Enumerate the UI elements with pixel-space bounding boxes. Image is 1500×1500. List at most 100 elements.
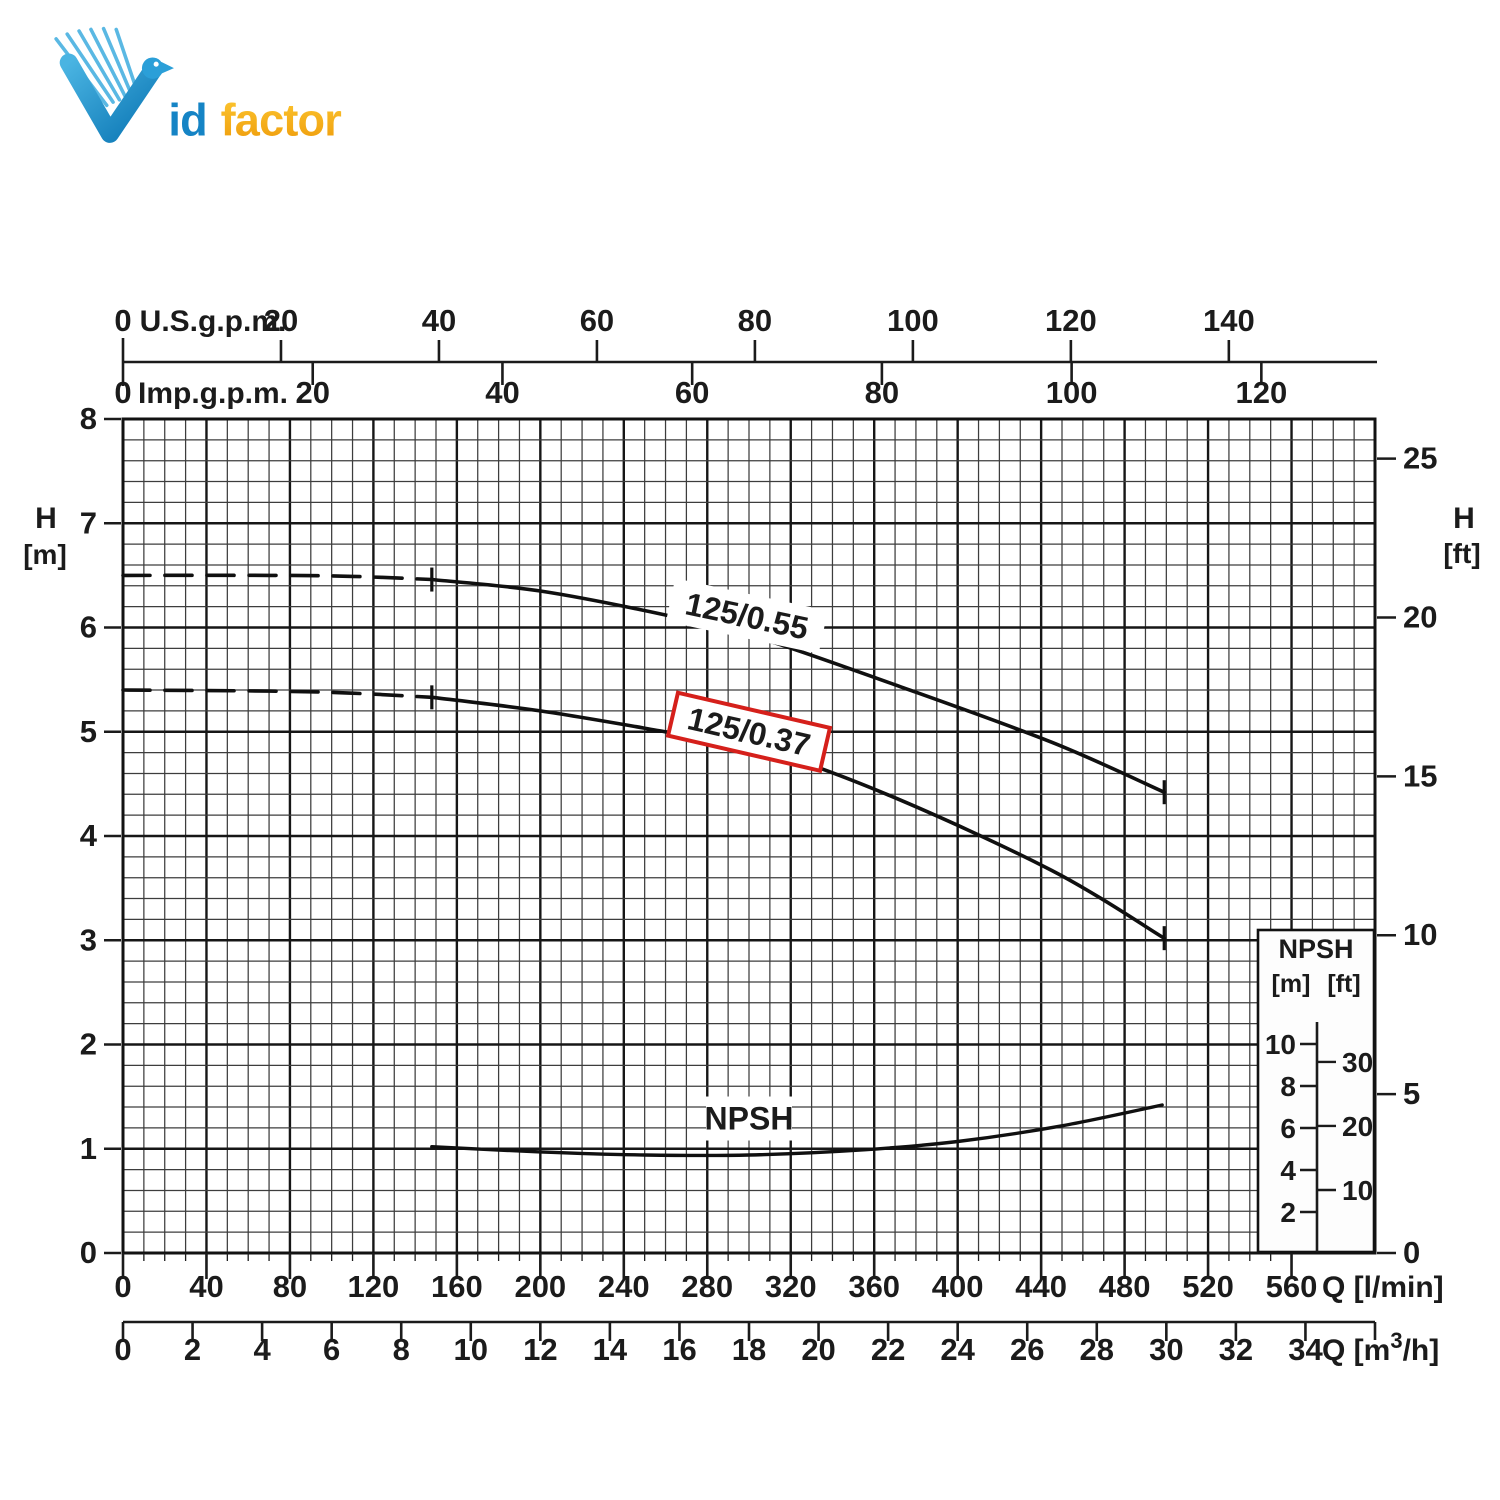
us-gpm-tick-label: 20 — [264, 303, 298, 338]
bottom-axis-lmin: 0 40 80 120 160 200 240 280 320 360 400 440 480 520 56… — [114, 1253, 1444, 1304]
q-lmin-tick-label: 80 — [273, 1269, 307, 1304]
q-lmin-tick-label: 520 — [1182, 1269, 1234, 1304]
npsh-m-tick-label: 8 — [1280, 1071, 1296, 1102]
curve-label-group-125-0-55: 125/0.55 — [666, 578, 828, 654]
us-gpm-tick-label: 60 — [580, 303, 614, 338]
q-lmin-tick-label: 240 — [598, 1269, 650, 1304]
q-m3h-tick-label: 0 — [114, 1332, 131, 1367]
imp-gpm-axis-title: Imp.g.p.m. — [138, 377, 288, 410]
h-m-tick-label: 2 — [80, 1027, 97, 1062]
h-ft-tick-label: 5 — [1403, 1076, 1420, 1111]
right-axis-unit: [ft] — [1443, 538, 1480, 569]
curve-label-group-npsh: NPSH — [705, 1096, 794, 1141]
curve-label: NPSH — [705, 1101, 794, 1137]
us-gpm-tick-label: 80 — [738, 303, 772, 338]
q-m3h-tick-label: 32 — [1219, 1332, 1253, 1367]
imp-gpm-tick-label: 40 — [485, 375, 519, 410]
left-axis-title: H — [35, 502, 57, 535]
feather-line — [77, 29, 122, 102]
q-lmin-tick-label: 440 — [1015, 1269, 1067, 1304]
highlight-box — [665, 690, 833, 774]
logo-bird-eye — [153, 61, 159, 67]
h-ft-tick-label: 25 — [1403, 441, 1437, 476]
feather-line — [65, 32, 115, 104]
imp-gpm-tick-label: 100 — [1046, 375, 1098, 410]
bottom-axis-m3h: 0 2 4 6 8 10 12 14 16 18 20 22 24 26 28 30 32 34 Q [m3/h] — [114, 1320, 1439, 1367]
q-m3h-tick-label: 4 — [253, 1332, 271, 1367]
q-m3h-tick-label: 16 — [662, 1332, 696, 1367]
npsh-ft-tick-label: 20 — [1342, 1111, 1373, 1142]
q-m3h-axis-title: Q [m3/h] — [1322, 1328, 1439, 1367]
q-lmin-tick-label: 320 — [765, 1269, 817, 1304]
q-m3h-tick-label: 2 — [184, 1332, 201, 1367]
npsh-ft-tick-label: 30 — [1342, 1047, 1373, 1078]
us-gpm-tick-label: 140 — [1203, 303, 1255, 338]
npsh-inset-m-unit: [m] — [1272, 970, 1311, 998]
logo-text-id: id — [168, 94, 206, 145]
h-m-tick-label: 8 — [80, 401, 97, 436]
top-axis: 0 20 40 60 80 100 120 140 U.S.g.p.m. 0 20 40 60 80 100… — [114, 303, 1377, 410]
imp-gpm-tick-label: 80 — [865, 375, 899, 410]
h-m-tick-label: 1 — [80, 1131, 97, 1166]
npsh-m-tick-label: 10 — [1265, 1029, 1296, 1060]
right-axis: 0 5 10 15 20 25 H[ft] — [1377, 441, 1481, 1270]
imp-gpm-tick-label: 120 — [1235, 375, 1287, 410]
q-m3h-tick-label: 24 — [940, 1332, 975, 1367]
q-lmin-tick-label: 400 — [932, 1269, 984, 1304]
q-m3h-tick-label: 12 — [523, 1332, 557, 1367]
label-background — [706, 1096, 792, 1141]
h-ft-tick-label: 20 — [1403, 599, 1437, 634]
logo-bird-body — [59, 53, 162, 143]
h-m-tick-label: 7 — [80, 505, 97, 540]
h-m-tick-label: 4 — [80, 818, 98, 853]
q-lmin-axis-title: Q [l/min] — [1322, 1271, 1444, 1304]
h-m-tick-label: 5 — [80, 714, 97, 749]
npsh-ft-tick-label: 10 — [1342, 1175, 1373, 1206]
h-m-tick-label: 6 — [80, 610, 97, 645]
q-lmin-tick-label: 0 — [114, 1269, 131, 1304]
npsh-inset-title: NPSH — [1278, 934, 1353, 964]
logo-bird-beak — [161, 61, 174, 74]
q-lmin-tick-label: 160 — [431, 1269, 483, 1304]
logo-text-factor: factor — [221, 94, 342, 145]
q-m3h-tick-label: 22 — [871, 1332, 905, 1367]
q-m3h-tick-label: 34 — [1288, 1332, 1323, 1367]
q-lmin-tick-label: 40 — [189, 1269, 223, 1304]
npsh-inset-ft-unit: [ft] — [1327, 970, 1360, 998]
h-ft-tick-label: 10 — [1403, 917, 1437, 952]
grid — [121, 417, 1377, 1255]
feather-line — [101, 26, 134, 98]
imp-gpm-tick-label: 60 — [675, 375, 709, 410]
npsh-m-tick-label: 6 — [1280, 1113, 1296, 1144]
q-lmin-tick-label: 120 — [348, 1269, 400, 1304]
us-gpm-tick-label: 0 — [114, 303, 131, 338]
q-m3h-tick-label: 14 — [593, 1332, 628, 1367]
label-background — [666, 578, 828, 654]
us-gpm-tick-label: 120 — [1045, 303, 1097, 338]
q-m3h-tick-label: 8 — [393, 1332, 410, 1367]
curve-dashed-125-0-37 — [121, 688, 434, 700]
q-m3h-tick-label: 6 — [323, 1332, 340, 1367]
feather-line — [89, 27, 128, 100]
h-m-tick-label: 0 — [80, 1235, 97, 1270]
npsh-m-tick-label: 4 — [1280, 1155, 1296, 1186]
q-m3h-tick-label: 26 — [1010, 1332, 1044, 1367]
right-axis-title: H — [1453, 502, 1475, 535]
imp-gpm-tick-label: 0 — [114, 375, 131, 410]
h-ft-tick-label: 15 — [1403, 758, 1437, 793]
h-m-tick-label: 3 — [80, 922, 97, 957]
npsh-inset: NPSH [m] [ft] 2 4 6 8 10 10 20 30 — [1256, 928, 1376, 1254]
q-lmin-tick-label: 480 — [1099, 1269, 1151, 1304]
vidfactor-logo: id factor — [54, 26, 342, 145]
curve-dashed-125-0-55 — [121, 573, 434, 582]
imp-gpm-tick-label: 20 — [295, 375, 329, 410]
q-m3h-tick-label: 30 — [1149, 1332, 1183, 1367]
q-m3h-tick-label: 18 — [732, 1332, 766, 1367]
npsh-m-tick-label: 2 — [1280, 1197, 1296, 1228]
us-gpm-axis-title: U.S.g.p.m. — [140, 305, 287, 338]
curve-npsh — [430, 1103, 1164, 1158]
q-m3h-tick-label: 28 — [1080, 1332, 1114, 1367]
